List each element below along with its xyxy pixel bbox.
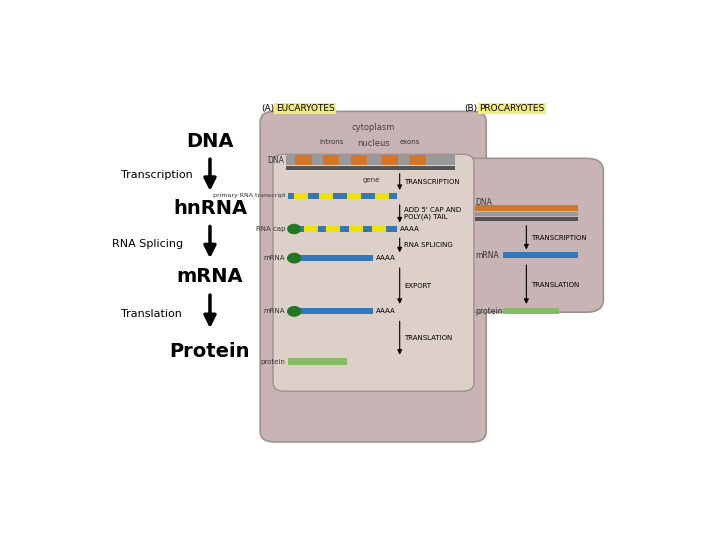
FancyBboxPatch shape <box>347 193 361 199</box>
Text: protein: protein <box>261 359 285 365</box>
Text: ADD 5' CAP AND
POLY(A) TAIL: ADD 5' CAP AND POLY(A) TAIL <box>404 207 462 220</box>
Text: RNA Splicing: RNA Splicing <box>112 239 184 248</box>
FancyBboxPatch shape <box>319 193 333 199</box>
Text: (A): (A) <box>261 104 274 113</box>
FancyBboxPatch shape <box>453 158 603 312</box>
Text: TRANSLATION: TRANSLATION <box>404 335 452 341</box>
Text: TRANSLATION: TRANSLATION <box>531 281 579 288</box>
FancyBboxPatch shape <box>287 166 456 171</box>
Text: (B): (B) <box>464 104 478 113</box>
Text: DNA: DNA <box>186 132 234 151</box>
FancyBboxPatch shape <box>503 308 559 314</box>
Text: nucleus: nucleus <box>357 139 390 148</box>
FancyBboxPatch shape <box>288 193 397 199</box>
Text: PROCARYOTES: PROCARYOTES <box>480 104 545 113</box>
Text: Protein: Protein <box>170 342 251 361</box>
Text: mRNA: mRNA <box>475 251 499 260</box>
FancyBboxPatch shape <box>349 226 364 232</box>
Text: DNA: DNA <box>475 198 492 206</box>
Text: hnRNA: hnRNA <box>173 199 247 218</box>
FancyBboxPatch shape <box>475 217 578 221</box>
Text: EUCARYOTES: EUCARYOTES <box>276 104 335 113</box>
FancyBboxPatch shape <box>288 359 347 365</box>
FancyBboxPatch shape <box>475 205 578 211</box>
Text: RNA SPLICING: RNA SPLICING <box>404 242 453 248</box>
Text: TRANSCRIPTION: TRANSCRIPTION <box>531 234 587 240</box>
FancyBboxPatch shape <box>287 156 456 165</box>
FancyBboxPatch shape <box>300 226 397 232</box>
FancyBboxPatch shape <box>372 226 386 232</box>
Text: protein: protein <box>475 307 503 316</box>
Text: Transcription: Transcription <box>121 170 192 180</box>
FancyBboxPatch shape <box>374 193 389 199</box>
Text: introns: introns <box>320 139 344 145</box>
FancyBboxPatch shape <box>304 226 318 232</box>
Text: RNA cap: RNA cap <box>256 226 285 232</box>
Text: exons: exons <box>400 139 420 145</box>
Text: AAAA: AAAA <box>376 308 395 314</box>
FancyBboxPatch shape <box>323 156 339 165</box>
Text: primary RNA transcript: primary RNA transcript <box>212 193 285 198</box>
FancyBboxPatch shape <box>294 193 307 199</box>
FancyBboxPatch shape <box>382 156 398 165</box>
Text: mRNA: mRNA <box>264 308 285 314</box>
Text: mRNA: mRNA <box>264 255 285 261</box>
Text: TRANSCRIPTION: TRANSCRIPTION <box>404 179 460 185</box>
Circle shape <box>287 253 302 264</box>
Text: AAAA: AAAA <box>376 255 395 261</box>
FancyBboxPatch shape <box>260 111 486 442</box>
Text: EXPORT: EXPORT <box>404 283 431 289</box>
Circle shape <box>287 224 301 234</box>
FancyBboxPatch shape <box>294 156 312 165</box>
Text: Translation: Translation <box>121 309 181 319</box>
FancyBboxPatch shape <box>273 154 474 391</box>
FancyBboxPatch shape <box>409 156 426 165</box>
FancyBboxPatch shape <box>351 156 367 165</box>
Text: AAAA: AAAA <box>400 226 420 232</box>
Text: DNA: DNA <box>266 156 284 165</box>
FancyBboxPatch shape <box>503 252 578 258</box>
Circle shape <box>287 306 302 317</box>
Text: cytoplasm: cytoplasm <box>352 123 395 132</box>
FancyBboxPatch shape <box>475 212 578 216</box>
FancyBboxPatch shape <box>300 255 373 261</box>
Text: mRNA: mRNA <box>176 267 243 286</box>
FancyBboxPatch shape <box>300 308 373 314</box>
Text: gene: gene <box>362 177 379 183</box>
FancyBboxPatch shape <box>326 226 340 232</box>
